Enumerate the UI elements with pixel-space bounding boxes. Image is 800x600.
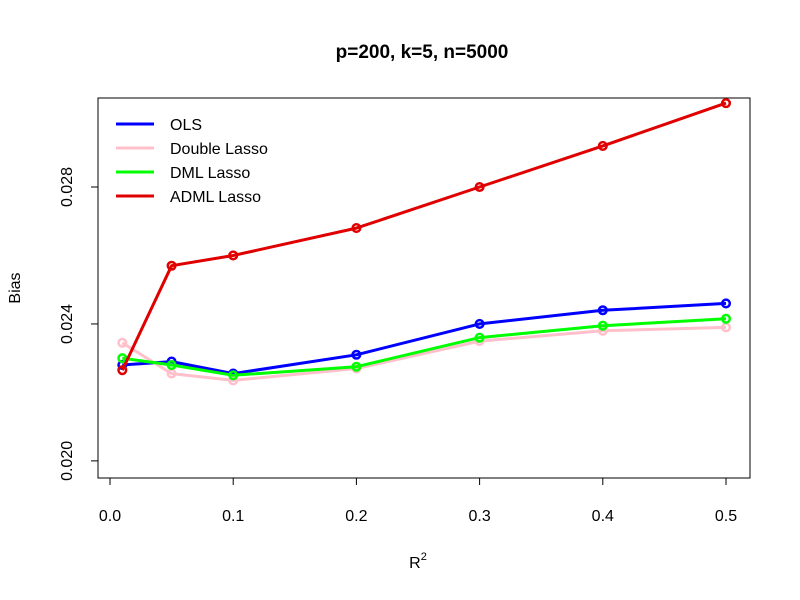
data-point (117, 353, 128, 364)
data-point (228, 250, 239, 261)
y-axis-label: Bias (7, 272, 24, 303)
data-point (351, 223, 362, 234)
x-tick-label: 0.3 (468, 508, 490, 525)
y-tick-label: 0.024 (59, 304, 76, 344)
data-point (597, 140, 608, 151)
data-point (720, 313, 732, 324)
x-tick-label: 0.5 (715, 508, 737, 525)
x-tick-label: 0.0 (99, 508, 121, 525)
data-point (474, 181, 485, 193)
chart-title: p=200, k=5, n=5000 (336, 42, 509, 63)
legend-item: OLS (116, 117, 202, 134)
x-tick-label: 0.1 (222, 508, 244, 525)
data-point (720, 98, 732, 109)
legend-label: Double Lasso (170, 141, 268, 158)
legend-item: DML Lasso (116, 165, 250, 182)
data-point (597, 320, 608, 331)
data-point (117, 337, 128, 348)
x-axis-label: R2 (409, 551, 427, 572)
legend-item: ADML Lasso (116, 189, 261, 206)
series-line (120, 101, 727, 371)
data-point (474, 332, 485, 343)
y-tick-label: 0.020 (59, 441, 76, 481)
legend-item: Double Lasso (116, 141, 268, 158)
x-axis-label-base: R (409, 555, 421, 572)
series-line (122, 301, 727, 376)
y-axis: 0.020 0.024 0.028 (59, 167, 99, 481)
series-double-lasso (117, 322, 732, 386)
data-point (720, 298, 732, 309)
series-adml-lasso (117, 98, 732, 376)
data-point (474, 318, 485, 329)
x-tick-label: 0.4 (592, 508, 614, 525)
x-axis-label-superscript: 2 (421, 551, 427, 563)
x-axis: 0.0 0.1 0.2 0.3 0.4 0.5 (99, 477, 737, 525)
data-point (228, 370, 239, 381)
series-line (122, 317, 727, 377)
y-tick-label: 0.028 (59, 167, 76, 207)
series-dml-lasso (117, 313, 732, 381)
series-line (121, 325, 727, 382)
series-ols (117, 298, 732, 379)
series-layer (117, 98, 732, 386)
legend-label: DML Lasso (170, 165, 250, 182)
legend-label: OLS (170, 117, 202, 134)
legend: OLS Double Lasso DML Lasso ADML Lasso (116, 117, 268, 206)
data-point (351, 361, 362, 372)
data-point (117, 365, 128, 376)
legend-label: ADML Lasso (170, 189, 261, 206)
x-tick-label: 0.2 (345, 508, 367, 525)
data-point (166, 359, 177, 371)
data-point (720, 322, 732, 333)
data-point (351, 349, 362, 360)
data-point (597, 305, 608, 316)
data-point (166, 260, 177, 271)
